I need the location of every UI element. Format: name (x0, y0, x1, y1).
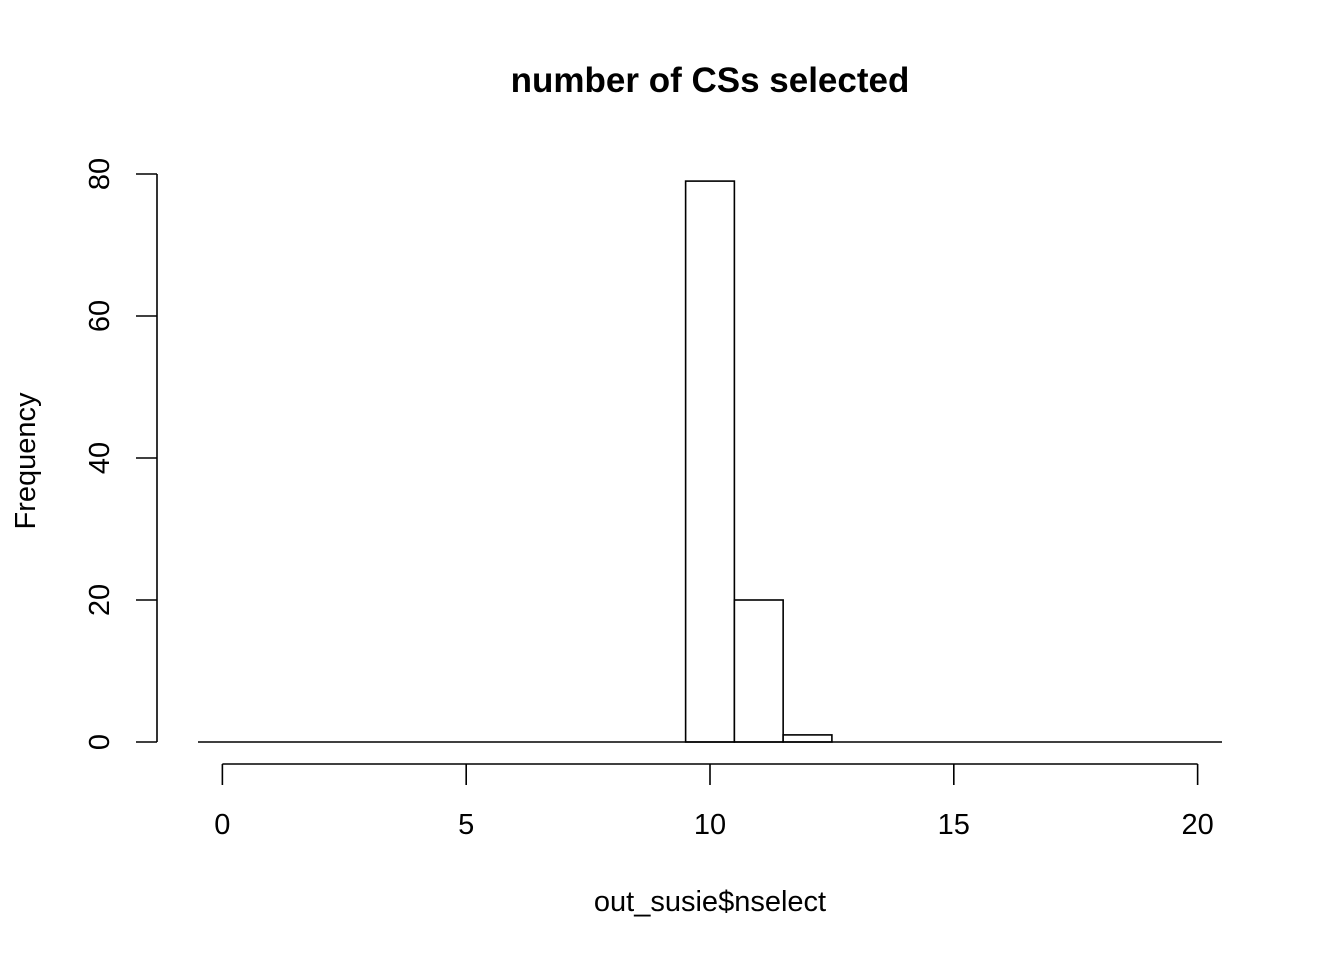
y-tick-label: 20 (84, 584, 116, 616)
x-tick-label: 15 (938, 809, 970, 841)
x-axis: 0 5 10 15 20 (214, 763, 1214, 841)
x-axis-title: out_susie$nselect (594, 886, 826, 918)
histogram-bar (684, 180, 736, 743)
y-axis-title: Frequency (10, 392, 42, 530)
y-tick-label: 60 (84, 300, 116, 332)
histogram-bar (782, 734, 833, 743)
x-tick-label: 0 (214, 809, 230, 841)
chart-title: number of CSs selected (511, 61, 910, 100)
y-tick-label: 0 (84, 734, 116, 750)
bars-layer (684, 180, 833, 743)
y-tick-label: 80 (84, 158, 116, 190)
y-axis: 0 20 40 60 80 (84, 158, 158, 750)
x-tick-label: 5 (458, 809, 474, 841)
y-tick-label: 40 (84, 442, 116, 474)
histogram-bar (733, 599, 784, 743)
x-tick-label: 10 (694, 809, 726, 841)
x-tick-label: 20 (1181, 809, 1213, 841)
